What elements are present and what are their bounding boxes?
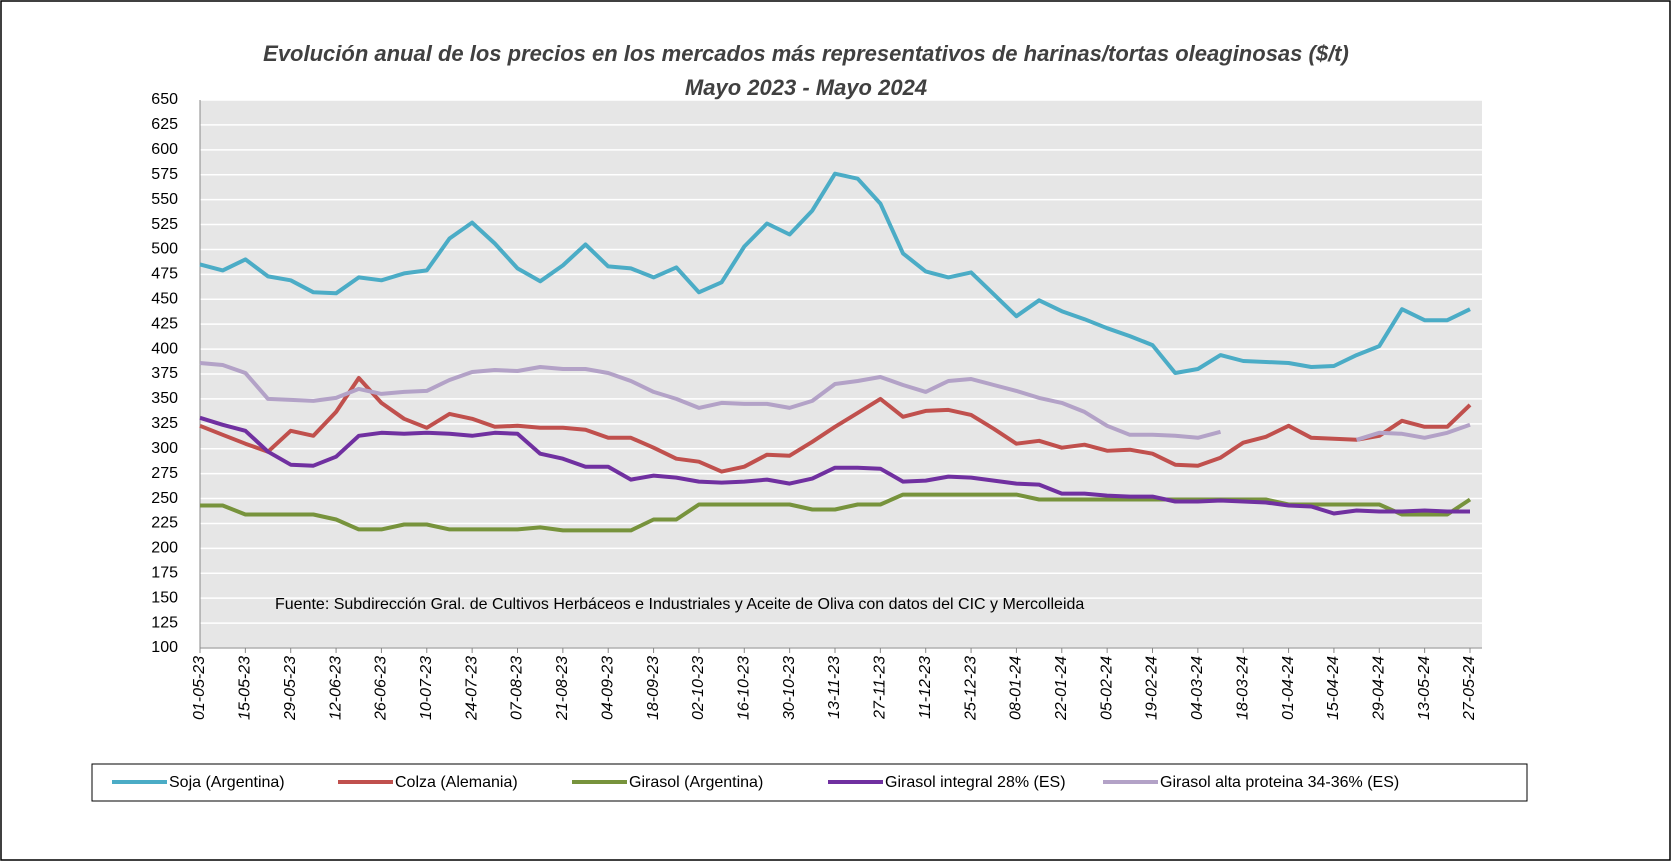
x-tick-label: 13-05-24 [1416,656,1433,720]
legend-label: Soja (Argentina) [169,774,285,791]
x-tick-label: 05-02-24 [1098,656,1115,720]
x-tick-label: 18-03-24 [1234,656,1251,720]
series-line [199,415,1470,516]
y-tick-label: 150 [151,589,178,606]
x-tick-label: 04-03-24 [1189,656,1206,720]
y-tick-label: 225 [151,515,178,532]
y-tick-label: 600 [151,141,178,158]
legend-label: Girasol (Argentina) [629,774,763,791]
y-tick-label: 375 [151,365,178,382]
x-tick-label: 11-12-23 [917,656,934,719]
x-tick-label: 29-05-23 [282,656,299,721]
x-tick-label: 01-04-24 [1280,656,1297,720]
series-line [200,492,1472,533]
y-tick-label: 250 [151,490,178,507]
x-tick-label: 29-04-24 [1371,656,1388,721]
x-tick-label: 27-05-24 [1461,656,1478,721]
y-tick-label: 125 [151,614,178,631]
x-tick-label: 10-07-23 [418,656,435,720]
x-tick-label: 25-12-23 [962,656,979,721]
legend-label: Girasol integral 28% (ES) [885,774,1066,791]
x-tick-label: 01-05-23 [191,656,208,720]
legend-box [91,763,1528,802]
annotation: Fuente: Subdirección Gral. de Cultivos H… [275,596,1084,613]
y-tick-label: 500 [151,241,178,258]
x-tick-label: 18-09-23 [645,656,662,720]
x-tick-label: 07-08-23 [509,656,526,720]
x-tick-label: 26-06-23 [373,656,390,721]
y-tick-label: 400 [151,340,178,357]
y-tick-label: 450 [151,290,178,307]
y-tick-label: 475 [151,266,178,283]
series-line [199,376,1472,474]
chart-title: Evolución anual de los precios en los me… [263,41,1349,66]
y-tick-label: 325 [151,415,178,432]
x-tick-label: 30-10-23 [781,656,798,720]
series-line [199,171,1471,375]
chart-subtitle: Mayo 2023 - Mayo 2024 [685,75,927,100]
y-tick-label: 575 [151,166,178,183]
x-tick-label: 22-01-24 [1053,656,1070,721]
y-tick-label: 650 [151,91,178,108]
x-tick-label: 13-11-23 [826,656,843,719]
x-tick-label: 12-06-23 [327,656,344,720]
y-tick-label: 525 [151,216,178,233]
x-tick-label: 27-11-23 [872,656,889,720]
x-tick-label: 08-01-24 [1008,656,1025,720]
x-tick-label: 04-09-23 [599,656,616,720]
x-tick-label: 15-05-23 [237,656,254,720]
legend-label: Girasol alta proteina 34-36% (ES) [1160,774,1399,791]
y-tick-label: 100 [151,639,178,656]
y-tick-label: 200 [151,540,178,557]
x-tick-label: 02-10-23 [690,656,707,720]
y-tick-label: 350 [151,390,178,407]
y-tick-label: 425 [151,315,178,332]
x-tick-label: 24-07-23 [463,656,480,721]
y-tick-label: 275 [151,465,178,482]
y-tick-label: 625 [151,116,178,133]
y-tick-label: 550 [151,191,178,208]
x-tick-label: 16-10-23 [736,656,753,720]
legend-label: Colza (Alemania) [395,774,518,791]
y-tick-label: 175 [151,564,178,581]
x-tick-label: 19-02-24 [1144,656,1161,720]
y-tick-label: 300 [151,440,178,457]
series-line [199,361,1471,442]
x-tick-label: 21-08-23 [554,656,571,721]
x-tick-label: 15-04-24 [1325,656,1342,720]
